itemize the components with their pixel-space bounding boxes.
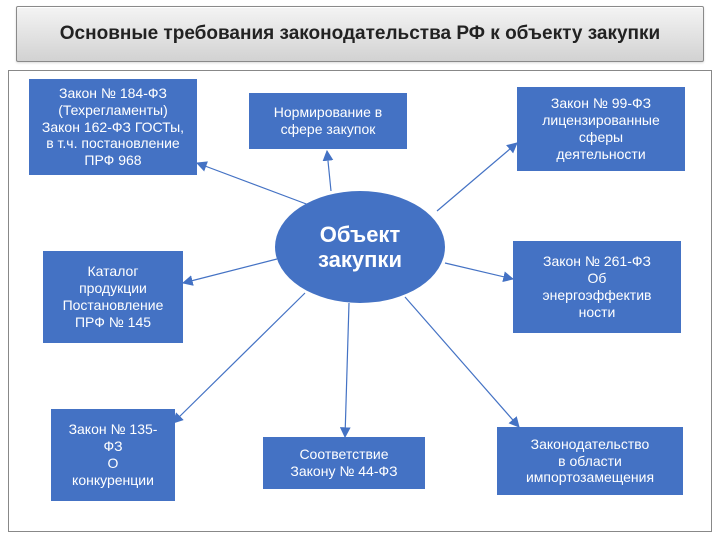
diagram-node: Закон № 184-ФЗ (Техрегламенты) Закон 162… xyxy=(29,79,197,175)
connector-line xyxy=(445,263,513,279)
page-title-text: Основные требования законодательства РФ … xyxy=(60,23,660,46)
page-title: Основные требования законодательства РФ … xyxy=(16,6,704,62)
diagram-node: Соответствие Закону № 44-ФЗ xyxy=(263,437,425,489)
center-node: Объект закупки xyxy=(275,191,445,303)
connector-line xyxy=(437,143,517,211)
diagram-node: Закон № 261-ФЗ Об энергоэффектив ности xyxy=(513,241,681,333)
diagram-node: Законодательство в области импортозамеще… xyxy=(497,427,683,495)
connector-line xyxy=(183,259,277,283)
diagram-node: Закон № 99-ФЗ лицензированные сферы деят… xyxy=(517,87,685,171)
connector-line xyxy=(405,297,519,427)
diagram-node: Нормирование в сфере закупок xyxy=(249,93,407,149)
diagram-node: Каталог продукции Постановление ПРФ № 14… xyxy=(43,251,183,343)
connector-line xyxy=(197,163,309,205)
connector-line xyxy=(173,293,305,423)
diagram-frame: Объект закупки Закон № 184-ФЗ (Техрегламе… xyxy=(8,70,712,532)
connector-line xyxy=(345,303,349,437)
diagram-node: Закон № 135- ФЗ О конкуренции xyxy=(51,409,175,501)
connector-line xyxy=(327,151,331,191)
